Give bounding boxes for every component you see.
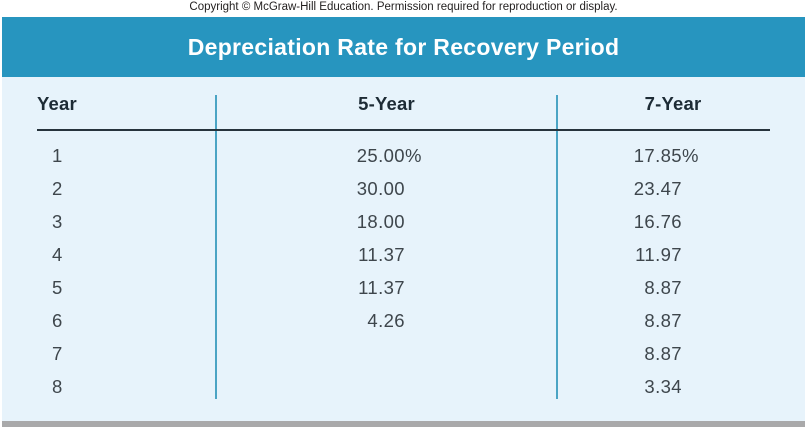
table-row: 2 30.00 23.47 [2, 172, 805, 205]
table-row: 4 11.37 11.97 [2, 238, 805, 271]
table-row: 3 18.00 16.76 [2, 205, 805, 238]
five-year-cell: 25.00% [356, 144, 422, 166]
year-cell: 7 [52, 342, 63, 364]
five-year-value: 18.00 [356, 210, 405, 232]
copyright-text: Copyright © McGraw-Hill Education. Permi… [189, 1, 618, 13]
column-divider-1 [215, 95, 217, 399]
five-year-value: 30.00 [356, 177, 405, 199]
seven-year-value: 8.87 [644, 309, 682, 331]
year-cell: 3 [52, 210, 63, 232]
table-header-row: Year 5-Year 7-Year [2, 77, 805, 131]
seven-year-cell: 8.87 [557, 310, 805, 332]
seven-year-value: 8.87 [644, 276, 682, 298]
five-year-cell: 11.37 [216, 244, 557, 266]
depreciation-table: Depreciation Rate for Recovery Period Ye… [2, 17, 805, 421]
seven-year-cell: 11.97 [557, 244, 805, 266]
table-row: 7 8.87 [2, 337, 805, 370]
seven-year-cell: 16.76 [557, 211, 805, 233]
table-row: 5 11.37 8.87 [2, 271, 805, 304]
five-year-value: 25.00 [356, 144, 405, 166]
year-cell: 5 [52, 276, 63, 298]
seven-year-value: 23.47 [633, 177, 682, 199]
seven-year-cell: 3.34 [557, 376, 805, 398]
year-cell: 8 [52, 375, 63, 397]
column-divider-2 [556, 95, 558, 399]
five-year-cell: 18.00 [216, 211, 557, 233]
year-cell: 1 [52, 144, 63, 166]
seven-year-value: 11.97 [635, 243, 682, 265]
five-year-value: 11.37 [358, 276, 405, 298]
column-header-7year: 7-Year [644, 93, 702, 114]
seven-year-cell: 17.85% [633, 144, 699, 166]
table-title-bar: Depreciation Rate for Recovery Period [2, 17, 805, 77]
year-cell: 6 [52, 309, 63, 331]
five-year-cell: 30.00 [216, 178, 557, 200]
five-year-value: 4.26 [367, 309, 405, 331]
column-header-year: Year [37, 93, 77, 114]
year-cell: 2 [52, 177, 63, 199]
column-header-5year: 5-Year [358, 93, 415, 114]
seven-year-cell: 23.47 [557, 178, 805, 200]
five-year-cell: 4.26 [216, 310, 557, 332]
five-year-cell: 11.37 [216, 277, 557, 299]
seven-year-cell: 8.87 [557, 343, 805, 365]
seven-year-value: 16.76 [633, 210, 682, 232]
seven-year-value: 3.34 [644, 375, 682, 397]
seven-year-cell: 8.87 [557, 277, 805, 299]
table-rows: 1 25.00% 17.85% 2 30.00 23.47 3 18.00 16… [2, 139, 805, 403]
year-cell: 4 [52, 243, 63, 265]
seven-year-value: 8.87 [644, 342, 682, 364]
table-title: Depreciation Rate for Recovery Period [187, 33, 620, 60]
seven-year-value: 17.85 [633, 144, 682, 166]
table-row: 8 3.34 [2, 370, 805, 403]
five-year-value: 11.37 [358, 243, 405, 265]
table-body: Year 5-Year 7-Year 1 25.00% 17.85% 2 30.… [2, 77, 805, 421]
table-row: 6 4.26 8.87 [2, 304, 805, 337]
bottom-divider-bar [2, 421, 805, 427]
header-underline [37, 129, 770, 131]
table-row: 1 25.00% 17.85% [2, 139, 805, 172]
